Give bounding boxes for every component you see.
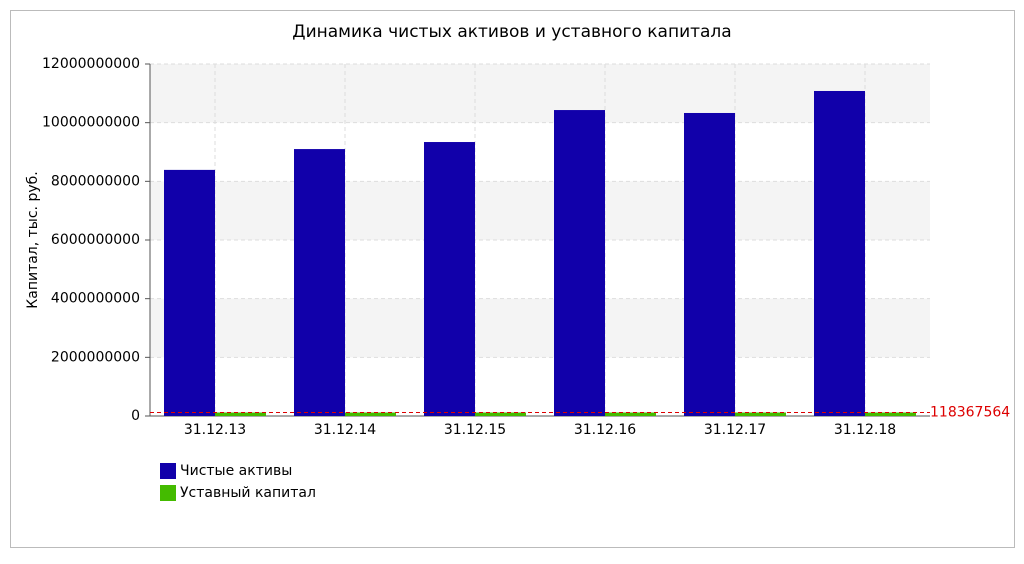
bar [735,412,786,416]
x-tick-label: 31.12.17 [704,422,766,438]
y-tick-label: 12000000000 [42,56,140,72]
legend-swatch [160,485,176,501]
x-tick-label: 31.12.14 [314,422,376,438]
bar [605,412,656,416]
grid-band [150,64,930,123]
grid-band [150,181,930,240]
chart-title: Динамика чистых активов и уставного капи… [292,22,731,42]
y-axis-label: Капитал, тыс. руб. [25,171,41,308]
bar [684,112,735,416]
y-tick-label: 0 [131,408,140,424]
y-tick-label: 8000000000 [51,173,140,189]
bar [424,142,475,416]
legend-swatch [160,463,176,479]
legend-label: Чистые активы [180,463,292,479]
x-tick-label: 31.12.18 [834,422,896,438]
marker-label: 118367564 [930,405,1010,421]
grid-band [150,298,930,358]
y-tick-label: 2000000000 [51,349,140,365]
x-tick-label: 31.12.16 [574,422,636,438]
bar [345,412,396,416]
bar [475,412,526,416]
y-tick-label: 6000000000 [51,232,140,248]
y-tick-label: 4000000000 [51,291,140,307]
bar [814,90,865,416]
bar [215,412,266,416]
bar [164,169,215,416]
bar [294,149,345,417]
bar [554,110,605,416]
x-tick-label: 31.12.15 [444,422,506,438]
y-tick-label: 10000000000 [42,115,140,131]
x-tick-label: 31.12.13 [184,422,246,438]
bar [865,412,916,416]
legend-label: Уставный капитал [180,485,316,501]
